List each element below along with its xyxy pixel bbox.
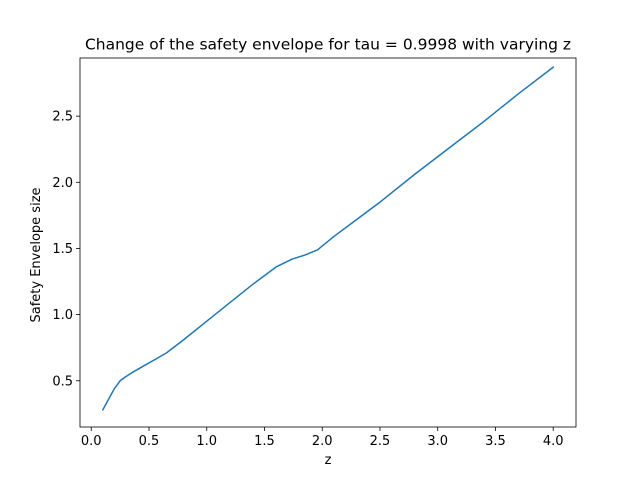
y-tick-label: 1.5 bbox=[52, 242, 73, 257]
y-tick-label: 1.0 bbox=[52, 308, 73, 323]
x-tick-label: 4.0 bbox=[543, 434, 564, 449]
y-tick-label: 0.5 bbox=[52, 374, 73, 389]
x-tick-label: 2.0 bbox=[312, 434, 333, 449]
y-tick-label: 2.0 bbox=[52, 176, 73, 191]
x-tick-label: 0.5 bbox=[139, 434, 160, 449]
x-axis-label: z bbox=[325, 453, 332, 468]
series-line bbox=[101, 66, 555, 411]
x-tick-label: 3.0 bbox=[427, 434, 448, 449]
plot-background bbox=[80, 58, 576, 427]
chart-title: Change of the safety envelope for tau = … bbox=[85, 36, 571, 54]
x-tick-label: 1.5 bbox=[254, 434, 275, 449]
x-tick-label: 1.0 bbox=[196, 434, 217, 449]
y-axis: 0.5 1.0 1.5 2.0 2.5 bbox=[52, 110, 80, 389]
plot-area bbox=[79, 57, 577, 428]
x-tick-label: 0.0 bbox=[81, 434, 102, 449]
plot-frame bbox=[79, 57, 577, 428]
y-tick-label: 2.5 bbox=[52, 110, 73, 125]
x-axis: 0.0 0.5 1.0 1.5 2.0 2.5 3.0 3.5 4.0 bbox=[81, 427, 564, 449]
x-tick-label: 3.5 bbox=[485, 434, 506, 449]
y-axis-label: Safety Envelope size bbox=[29, 187, 44, 322]
x-tick-label: 2.5 bbox=[370, 434, 391, 449]
